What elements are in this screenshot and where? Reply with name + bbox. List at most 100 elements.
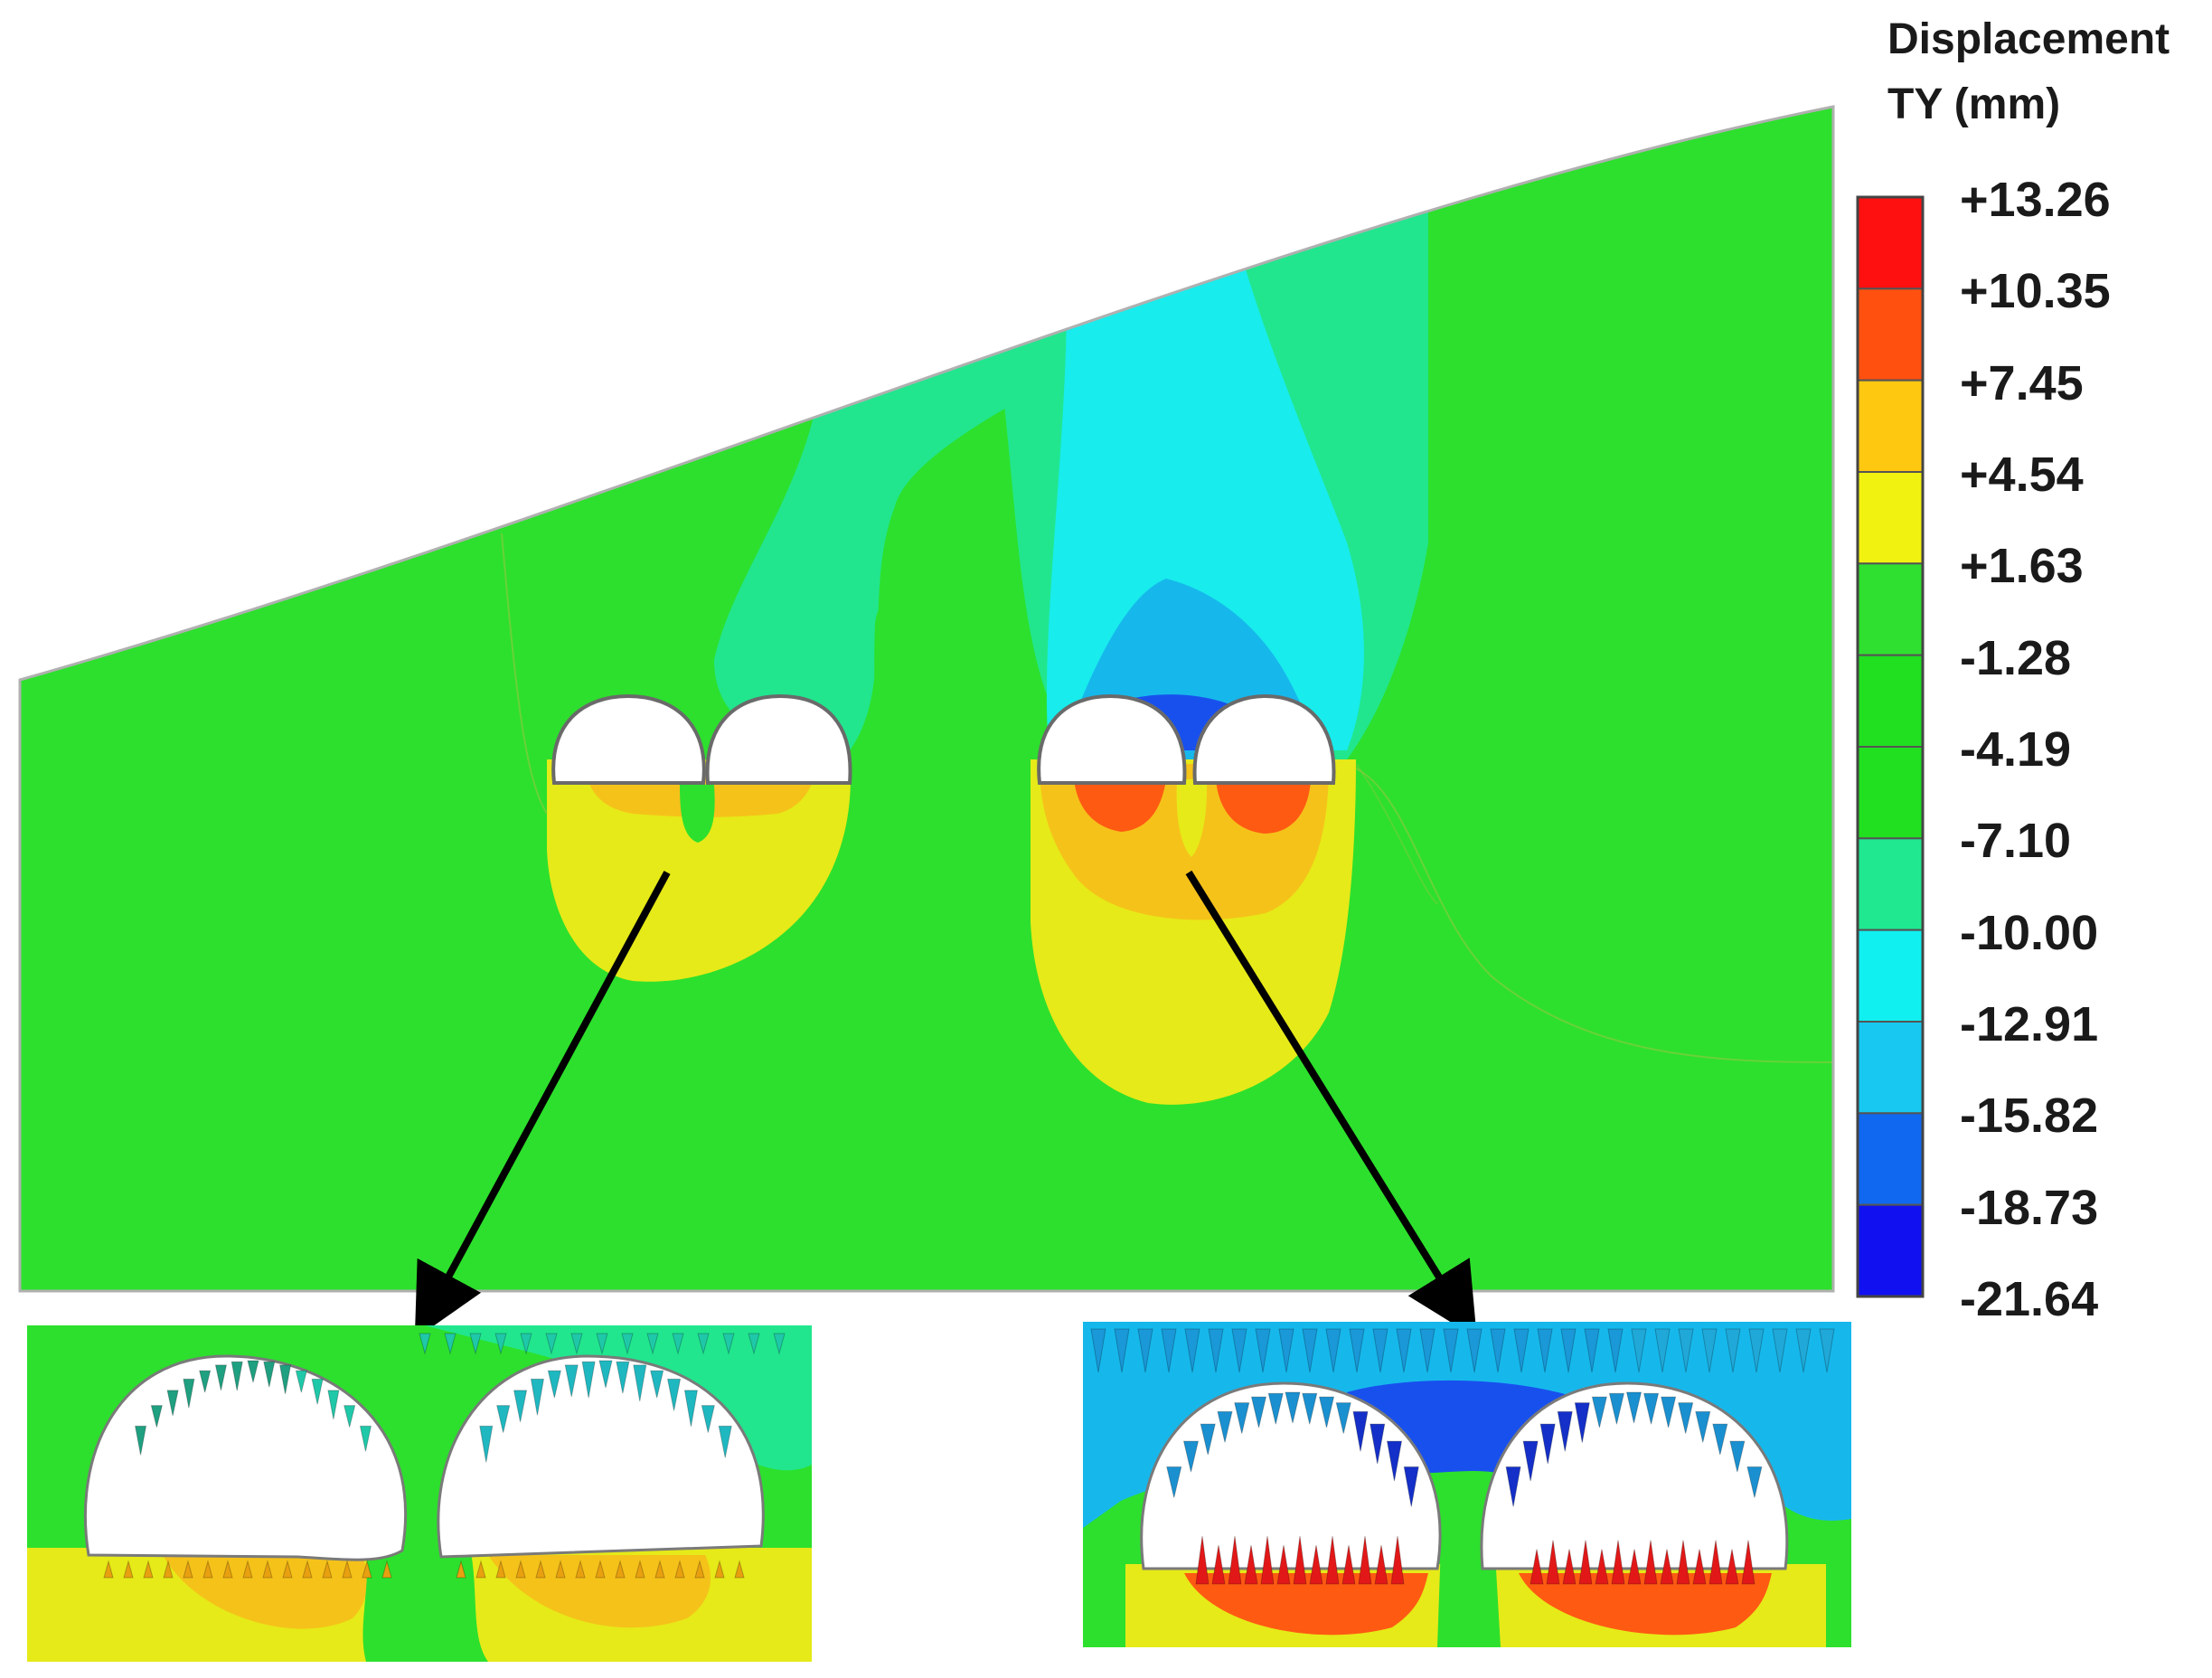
displacement-vector: [1419, 1328, 1435, 1373]
legend-level-label: -4.19: [1960, 722, 2072, 777]
inset-pillar-ground: [362, 1548, 488, 1662]
displacement-vector: [621, 1333, 634, 1355]
displacement-vector: [475, 1560, 486, 1579]
displacement-vector: [1396, 1328, 1412, 1373]
displacement-vector: [183, 1378, 195, 1409]
displacement-vector: [545, 1333, 558, 1355]
legend-band: [1857, 562, 1924, 656]
displacement-vector: [683, 1390, 699, 1427]
displacement-vector: [123, 1560, 134, 1579]
displacement-vector: [674, 1560, 685, 1579]
displacement-vector: [1530, 1549, 1544, 1585]
displacement-vector: [1161, 1328, 1177, 1373]
displacement-vector: [1403, 1466, 1419, 1507]
displacement-vector: [520, 1333, 532, 1355]
displacement-vector: [1358, 1536, 1372, 1585]
displacement-vector: [344, 1405, 356, 1428]
displacement-vector: [1522, 1440, 1539, 1482]
displacement-vector: [496, 1405, 511, 1433]
contour-line: [1355, 763, 1438, 905]
legend-level-label: -12.91: [1960, 997, 2099, 1051]
pillar-ground-zone: [874, 584, 1011, 898]
inset-tunnel-opening: [1480, 1381, 1789, 1570]
displacement-vector: [701, 1405, 715, 1433]
displacement-vector: [1490, 1328, 1506, 1373]
displacement-vector: [1302, 1392, 1318, 1425]
displacement-vector: [1591, 1396, 1608, 1428]
displacement-vector: [1352, 1410, 1369, 1452]
legend-band: [1857, 471, 1924, 565]
displacement-vector: [456, 1560, 466, 1579]
displacement-vector: [342, 1560, 353, 1579]
displacement-vector: [1578, 1540, 1593, 1585]
displacement-vector: [247, 1360, 259, 1383]
displacement-vector: [530, 1378, 545, 1416]
legend-band: [1857, 1203, 1924, 1297]
displacement-vector: [564, 1364, 579, 1397]
legend-frame: [1856, 195, 1925, 1298]
displacement-vector: [547, 1370, 561, 1399]
legend-band: [1857, 654, 1924, 749]
displacement-vector: [381, 1560, 392, 1579]
legend-level-label: -1.28: [1960, 630, 2072, 685]
displacement-vector: [202, 1560, 213, 1579]
displacement-vector: [1608, 1392, 1625, 1425]
color-legend-bar: [1856, 195, 1925, 1298]
tunnel-group-left: [551, 693, 852, 785]
displacement-vector: [694, 1560, 705, 1579]
displacement-vector: [263, 1361, 276, 1388]
displacement-vector: [327, 1390, 340, 1419]
displacement-vector: [359, 1425, 372, 1452]
displacement-vector: [1643, 1392, 1660, 1425]
upheave-zone-left-core: [680, 785, 715, 843]
legend-band: [1857, 288, 1924, 382]
displacement-vector: [1574, 1402, 1590, 1443]
displacement-vector: [646, 1333, 659, 1355]
legend-level-label: -18.73: [1960, 1180, 2099, 1235]
displacement-vector: [1370, 1423, 1386, 1465]
displacement-vector: [697, 1333, 710, 1355]
displacement-vector: [575, 1560, 586, 1579]
displacement-vector: [1695, 1410, 1711, 1443]
displacement-vector: [1748, 1328, 1765, 1373]
upheave-zone-right-core-r: [1216, 779, 1311, 834]
displacement-vector: [1505, 1466, 1521, 1507]
displacement-vector: [163, 1560, 174, 1579]
displacement-vector: [1195, 1536, 1210, 1585]
displacement-vector: [1466, 1328, 1483, 1373]
displacement-vector: [222, 1560, 233, 1579]
displacement-vector: [1557, 1410, 1573, 1452]
displacement-vector: [598, 1360, 613, 1389]
displacement-vector: [1678, 1402, 1694, 1434]
displacement-vector: [596, 1333, 608, 1355]
displacement-vector: [581, 1361, 596, 1399]
displacement-vector: [1595, 1549, 1609, 1585]
displacement-vector: [199, 1370, 212, 1393]
displacement-vector: [1244, 1545, 1258, 1585]
displacement-vector: [1643, 1540, 1658, 1585]
displacement-vector: [311, 1378, 324, 1405]
displacement-vector: [1513, 1328, 1530, 1373]
inset-tunnel-opening: [1140, 1381, 1442, 1570]
displacement-vector: [1278, 1328, 1294, 1373]
displacement-vector: [1285, 1391, 1301, 1424]
upheave-zone-right-core-l: [1074, 779, 1166, 832]
displacement-vector: [1372, 1328, 1388, 1373]
legend-band: [1857, 746, 1924, 840]
displacement-vector: [1386, 1440, 1403, 1482]
displacement-vector: [1676, 1540, 1690, 1585]
displacement-vector: [1325, 1536, 1340, 1585]
legend-level-label: +10.35: [1960, 264, 2111, 319]
displacement-vector: [1255, 1328, 1271, 1373]
legend-level-label: -15.82: [1960, 1089, 2099, 1144]
legend-title-line2: TY (mm): [1887, 80, 2061, 128]
displacement-vector: [714, 1560, 725, 1579]
ground-surface-outline: [18, 105, 1835, 1293]
legend-level-label: -10.00: [1960, 905, 2099, 960]
displacement-vector: [1746, 1466, 1763, 1498]
displacement-vector: [1184, 1328, 1200, 1373]
displacement-vector: [479, 1425, 494, 1463]
displacement-vector: [1660, 1549, 1674, 1585]
legend-band: [1857, 196, 1924, 290]
upheave-zone-right-notch: [1176, 779, 1208, 857]
